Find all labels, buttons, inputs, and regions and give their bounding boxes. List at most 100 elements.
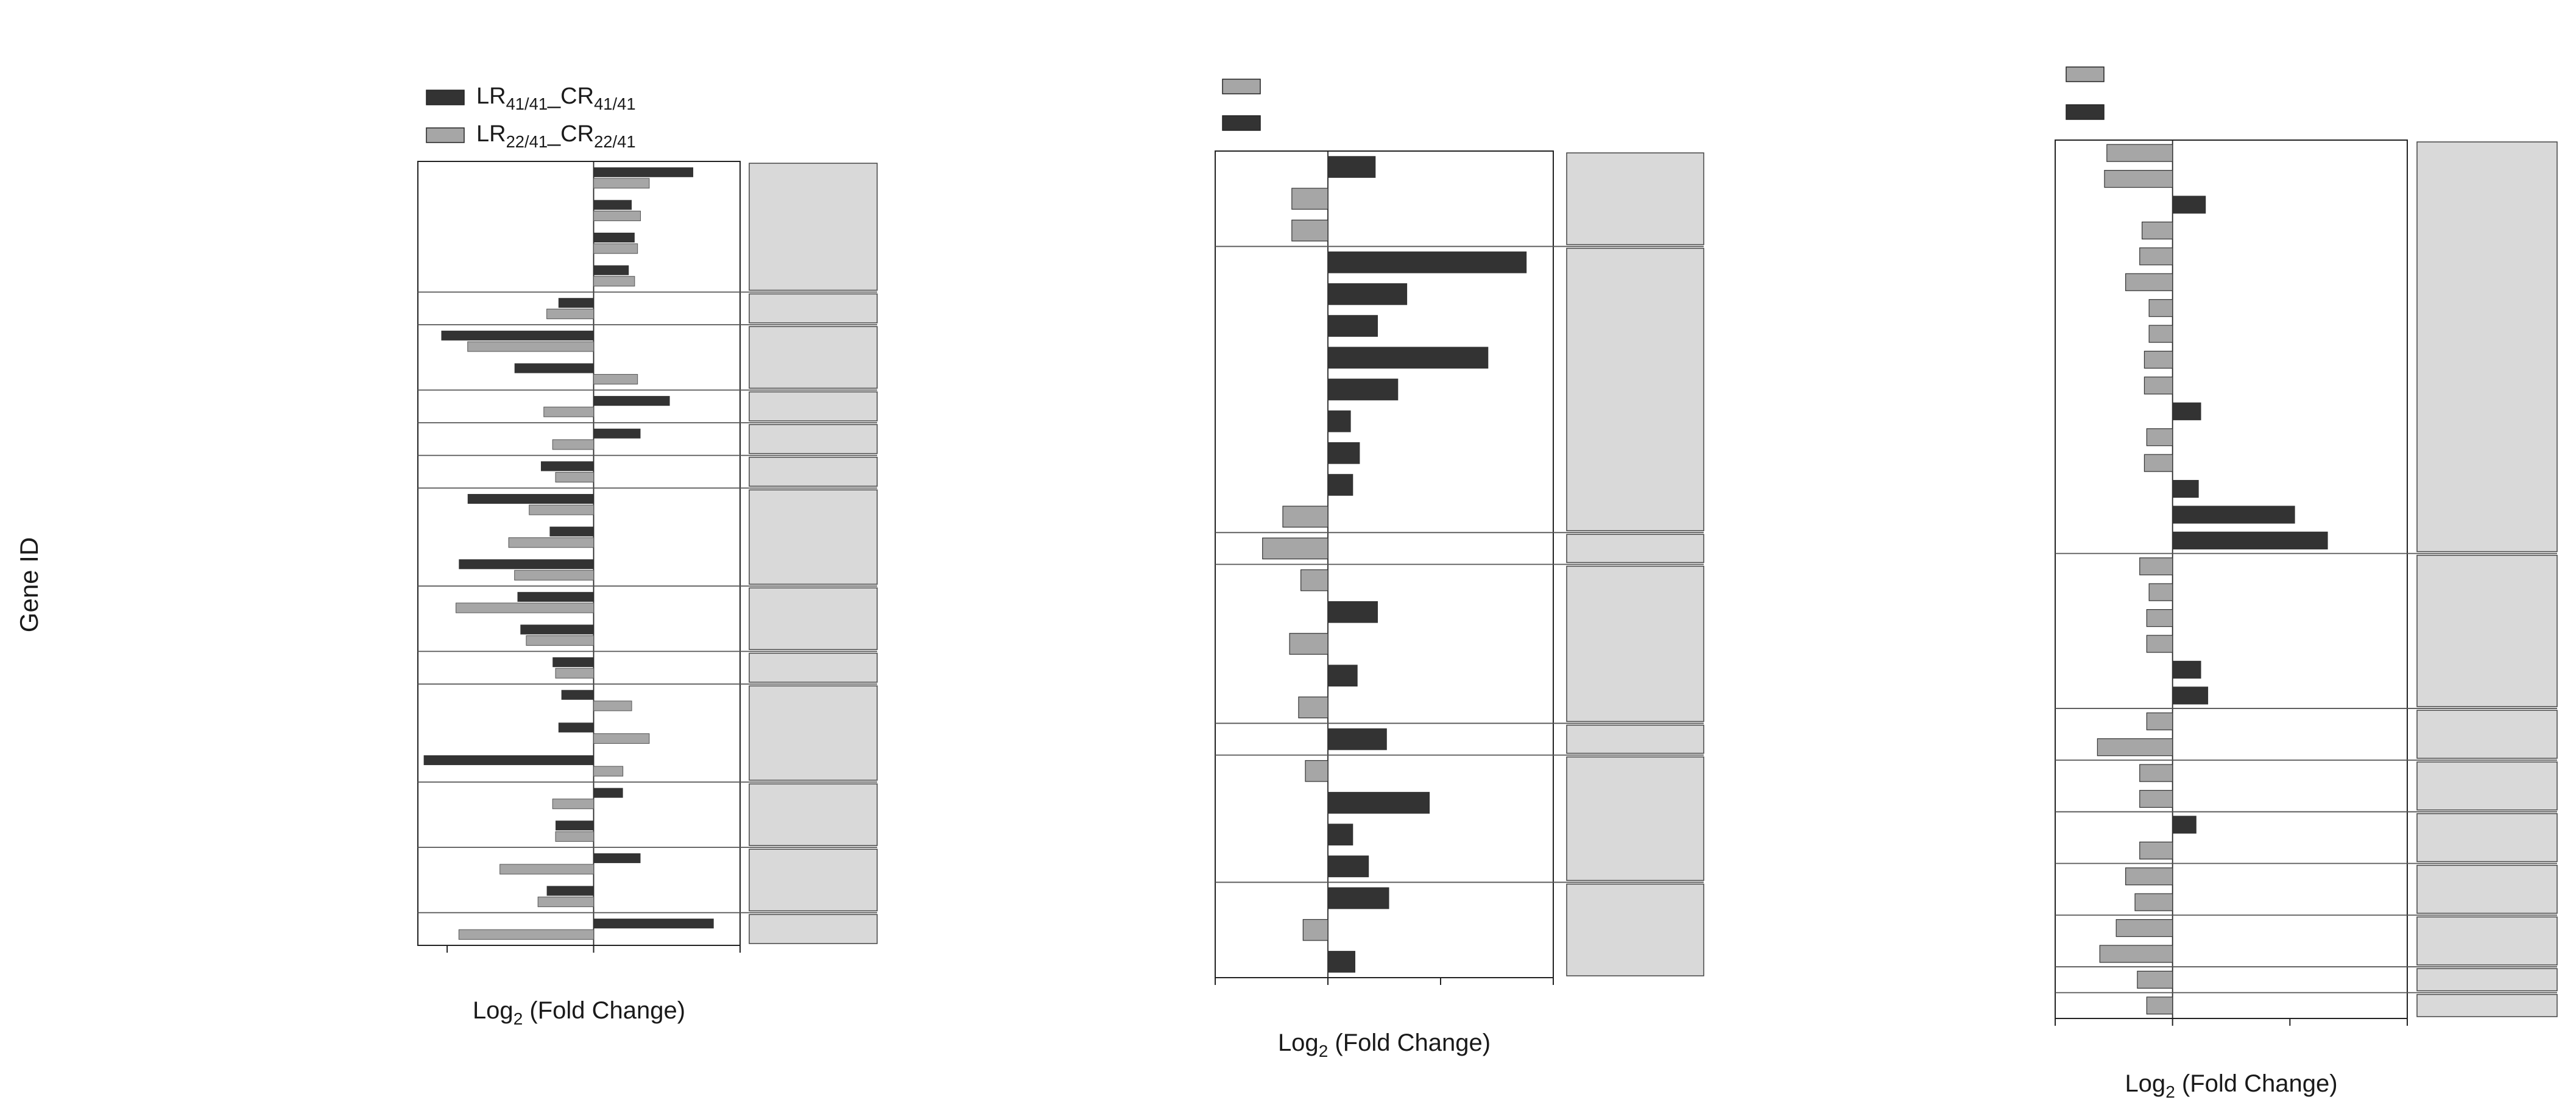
- bar: [2125, 867, 2173, 886]
- x-axis-title: Log2 (Fold Change): [2125, 1070, 2337, 1101]
- family-box: [1566, 724, 1704, 754]
- bar: [556, 820, 594, 831]
- family-box: [749, 783, 878, 846]
- bar: [2141, 221, 2173, 240]
- panel-b: Log2 (Fold Change): [1215, 79, 1704, 1060]
- bar: [1327, 792, 1430, 814]
- bar: [546, 308, 595, 319]
- bar: [2104, 170, 2173, 188]
- family-box: [749, 587, 878, 651]
- bar: [1289, 633, 1329, 655]
- bar: [593, 200, 632, 210]
- bar: [1327, 347, 1489, 369]
- legend-label: LR22/41_CR22/41: [476, 121, 636, 151]
- bar: [1291, 188, 1329, 210]
- bar: [2146, 609, 2173, 627]
- bar: [593, 276, 635, 287]
- bar: [552, 657, 594, 668]
- bar: [593, 766, 624, 777]
- bar: [2125, 273, 2173, 291]
- bar: [1327, 251, 1527, 273]
- family-box: [749, 652, 878, 683]
- bar: [2172, 686, 2209, 705]
- bar: [546, 886, 594, 896]
- family-box: [749, 914, 878, 944]
- bar: [2106, 144, 2173, 162]
- bar: [552, 439, 595, 450]
- bar: [2144, 454, 2173, 472]
- bar: [514, 570, 595, 580]
- bar: [558, 722, 594, 733]
- plot-frame: [2055, 139, 2408, 1019]
- family-box: [749, 685, 878, 781]
- family-box: [1566, 883, 1704, 976]
- bar: [2172, 816, 2197, 834]
- bar: [2144, 350, 2173, 369]
- bar: [1300, 569, 1329, 591]
- panel-a: LR41/41_CR41/41 LR22/41_CR22/41 Log2 (Fold…: [417, 83, 878, 1028]
- legend-swatch: [426, 127, 465, 143]
- bar: [2139, 764, 2173, 782]
- bar: [2148, 325, 2173, 343]
- bar: [593, 178, 650, 189]
- bar: [2115, 919, 2173, 937]
- bar: [558, 298, 594, 308]
- bar: [508, 537, 595, 548]
- bar: [593, 396, 670, 406]
- bar: [593, 374, 638, 385]
- bar: [593, 700, 632, 711]
- bar: [2172, 506, 2295, 524]
- bar: [1327, 283, 1408, 305]
- bar: [2146, 997, 2173, 1015]
- bar: [1327, 665, 1358, 686]
- bar: [1305, 760, 1329, 782]
- x-axis-title: Log2 (Fold Change): [1278, 1029, 1491, 1060]
- bar: [2146, 428, 2173, 446]
- family-box: [749, 849, 878, 912]
- bar: [593, 853, 641, 863]
- bar: [593, 167, 694, 177]
- bar: [441, 330, 594, 341]
- bar: [593, 265, 629, 275]
- bar: [514, 363, 594, 373]
- family-box: [2416, 864, 2558, 914]
- family-box: [749, 489, 878, 585]
- bar: [1298, 696, 1329, 719]
- bar: [1291, 219, 1329, 242]
- bar: [1327, 410, 1351, 432]
- family-box: [1566, 756, 1704, 881]
- bar: [2139, 557, 2173, 576]
- bar: [2146, 635, 2173, 653]
- bar: [1327, 442, 1360, 464]
- legend-swatch: [2066, 66, 2105, 82]
- bar: [540, 461, 594, 471]
- bar: [593, 788, 623, 798]
- bar: [593, 428, 641, 439]
- bar: [549, 526, 594, 537]
- family-box: [1566, 152, 1704, 245]
- bar: [2097, 738, 2173, 757]
- bar: [555, 668, 595, 679]
- bar: [467, 341, 595, 352]
- bar: [555, 471, 595, 483]
- bar: [2137, 970, 2173, 989]
- family-box: [2416, 916, 2558, 965]
- bar: [1327, 728, 1387, 750]
- bar: [1327, 315, 1378, 337]
- family-box: [2416, 968, 2558, 992]
- bar: [1327, 951, 1356, 973]
- legend-swatch: [1222, 115, 1261, 131]
- family-box: [2416, 554, 2558, 707]
- bar: [593, 243, 638, 254]
- family-box: [2416, 813, 2558, 863]
- bar: [593, 232, 635, 243]
- bar: [2139, 841, 2173, 859]
- bar: [499, 864, 595, 875]
- bar: [2172, 402, 2201, 420]
- bar: [2148, 299, 2173, 317]
- plot-frame: [417, 161, 741, 946]
- bar: [456, 602, 595, 613]
- bar: [520, 624, 594, 635]
- bar: [1327, 156, 1376, 178]
